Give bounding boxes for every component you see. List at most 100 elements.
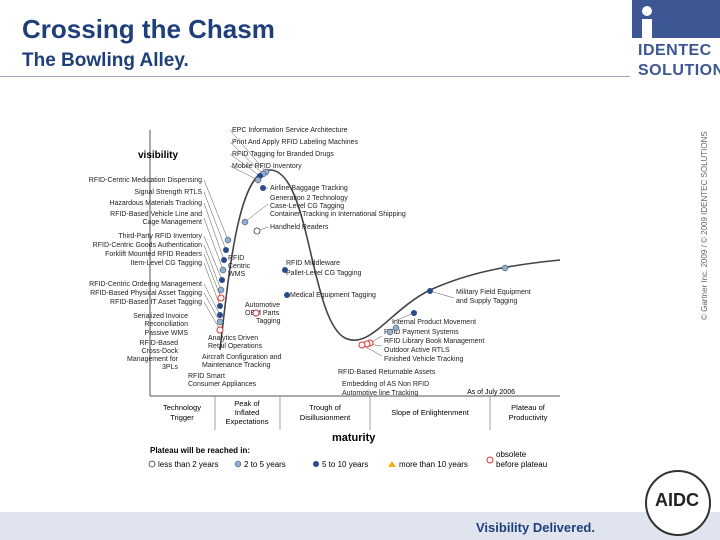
- tech-label: RFID Tagging for Branded Drugs: [232, 151, 334, 158]
- marker-dark-dot: [223, 247, 229, 253]
- legend-label: more than 10 years: [399, 460, 468, 469]
- phase-label: Productivity: [509, 413, 548, 422]
- copyright-notice: © Gartner Inc. 2009 / © 2009 IDENTEC SOL…: [700, 131, 709, 320]
- tech-label: Management for: [127, 356, 179, 363]
- tech-label: Finished Vehicle Tracking: [384, 356, 463, 363]
- marker-light-dot: [217, 286, 225, 294]
- tech-label: Maintenance Tracking: [202, 362, 271, 369]
- x-axis-label: maturity: [332, 432, 376, 444]
- phase-label: Peak of: [234, 399, 260, 408]
- legend-label: 2 to 5 years: [244, 460, 286, 469]
- footer-bar: [0, 512, 720, 540]
- aidc-badge-text: AIDC: [655, 490, 699, 510]
- tech-label: Retail Operations: [208, 343, 263, 350]
- slide-subtitle: The Bowling Alley.: [22, 50, 189, 71]
- tech-label: WMS: [228, 271, 245, 278]
- tech-label: Reconciliation: [144, 321, 188, 328]
- marker-dark-dot: [284, 292, 290, 298]
- marker-x-circle: [217, 294, 225, 302]
- aidc-badge: AIDC: [640, 470, 714, 536]
- tech-label: Automotive: [245, 302, 280, 309]
- logo-i-icon: [642, 6, 652, 16]
- phase-label: Plateau of: [511, 403, 546, 412]
- tech-label: Cage Management: [142, 219, 202, 226]
- tech-label: Consumer Appliances: [188, 381, 257, 388]
- tech-label: Case-Level CG Tagging: [270, 203, 344, 210]
- tech-label: Pallet-Level CG Tagging: [286, 270, 361, 277]
- aidc-seal-icon: [645, 470, 711, 536]
- marker-dark-dot: [260, 185, 266, 191]
- tech-label: EPC Information Service Architecture: [232, 127, 348, 134]
- phase-label: Disillusionment: [300, 413, 351, 422]
- tech-label: Internal Product Movement: [392, 319, 476, 326]
- tech-label: RFID-Based Physical Asset Tagging: [90, 290, 202, 297]
- tech-label: and Supply Tagging: [456, 298, 517, 305]
- tech-label: RFID-Based Returnable Assets: [338, 369, 436, 376]
- tech-label: RFID: [228, 255, 244, 262]
- as-of-date: As of July 2006: [467, 389, 515, 396]
- legend-symbol-light-dot: [234, 460, 242, 468]
- marker-x-circle: [358, 341, 366, 349]
- legend-symbol-dark-dot: [313, 461, 319, 467]
- marker-x-circle: [216, 326, 224, 334]
- tech-label: RFID-Based Vehicle Line and: [110, 211, 202, 218]
- marker-light-dot: [392, 324, 400, 332]
- marker-light-dot: [219, 266, 227, 274]
- y-axis-label: visibility: [138, 150, 178, 161]
- tech-label: Centric: [228, 263, 251, 270]
- tech-label: RFID-Centric Medication Dispensing: [89, 177, 202, 184]
- slide-title: Crossing the Chasm: [22, 14, 275, 44]
- tech-label: Generation 2 Technology: [270, 195, 348, 202]
- tech-label: 3PLs: [162, 364, 178, 371]
- marker-light-dot: [216, 318, 224, 326]
- leader-lines: [203, 129, 455, 357]
- tech-label: Handheld Readers: [270, 224, 329, 231]
- tech-label: Embedding of AS Non RFID: [342, 381, 429, 388]
- tech-label: Signal Strength RTLS: [134, 189, 202, 196]
- hype-curve: [219, 169, 561, 351]
- phase-label: Trigger: [170, 413, 194, 422]
- tech-label: Analytics Driven: [208, 335, 258, 342]
- legend-symbol-open-circle: [148, 460, 156, 468]
- tech-label: RFID-Centric Goods Authentication: [93, 242, 202, 249]
- marker-dark-dot: [221, 257, 227, 263]
- marker-dark-dot: [217, 312, 223, 318]
- marker-dark-dot: [282, 267, 288, 273]
- tech-label: Outdoor Active RTLS: [384, 347, 450, 354]
- tech-label: Container Tracking in International Ship…: [270, 211, 406, 218]
- tech-label: RFID-Centric Ordering Management: [89, 281, 202, 288]
- tech-label: Item-Level CG Tagging: [131, 260, 203, 267]
- footer-tagline: Visibility Delivered.: [476, 520, 595, 535]
- marker-open-circle: [253, 227, 261, 235]
- marker-light-dot: [241, 218, 249, 226]
- tech-label: RFID-Based IT Asset Tagging: [110, 299, 202, 306]
- tech-label: Hazardous Materials Tracking: [109, 200, 202, 207]
- marker-light-dot: [224, 236, 232, 244]
- marker-light-dot: [501, 264, 509, 272]
- tech-label: RFID Library Book Management: [384, 338, 484, 345]
- logo-line-1: IDENTEC: [638, 42, 712, 59]
- tech-label: Cross-Dock: [141, 348, 178, 355]
- tech-label: Automotive line Tracking: [342, 390, 418, 397]
- tech-label: RFID-Based: [139, 340, 178, 347]
- logo-line-2: SOLUTIONS: [638, 62, 720, 79]
- tech-label: Aircraft Configuration and: [202, 354, 281, 361]
- tech-label: Third-Party RFID Inventory: [118, 233, 202, 240]
- legend-symbol-triangle: [388, 461, 396, 467]
- technology-labels: EPC Information Service Architecture Pri…: [89, 127, 531, 397]
- tech-label: Tagging: [256, 318, 281, 325]
- marker-light-dot: [386, 328, 394, 336]
- legend-label: before plateau: [496, 460, 547, 469]
- tech-label: Serialized Invoice: [133, 313, 188, 320]
- tech-label: Military Field Equipment: [456, 289, 531, 296]
- marker-dark-dot: [427, 288, 433, 294]
- phase-label: Expectations: [226, 417, 269, 426]
- legend-label: obsolete: [496, 450, 527, 459]
- tech-label: Medical Equipment Tagging: [290, 292, 376, 299]
- phase-label: Technology: [163, 403, 201, 412]
- tech-label: Forklift Mounted RFID Readers: [105, 251, 202, 258]
- logo-mark: [632, 0, 720, 38]
- marker-light-dot: [254, 176, 262, 184]
- tech-label: RFID Smart: [188, 373, 225, 380]
- phase-labels: Technology Trigger Peak of Inflated Expe…: [163, 399, 548, 426]
